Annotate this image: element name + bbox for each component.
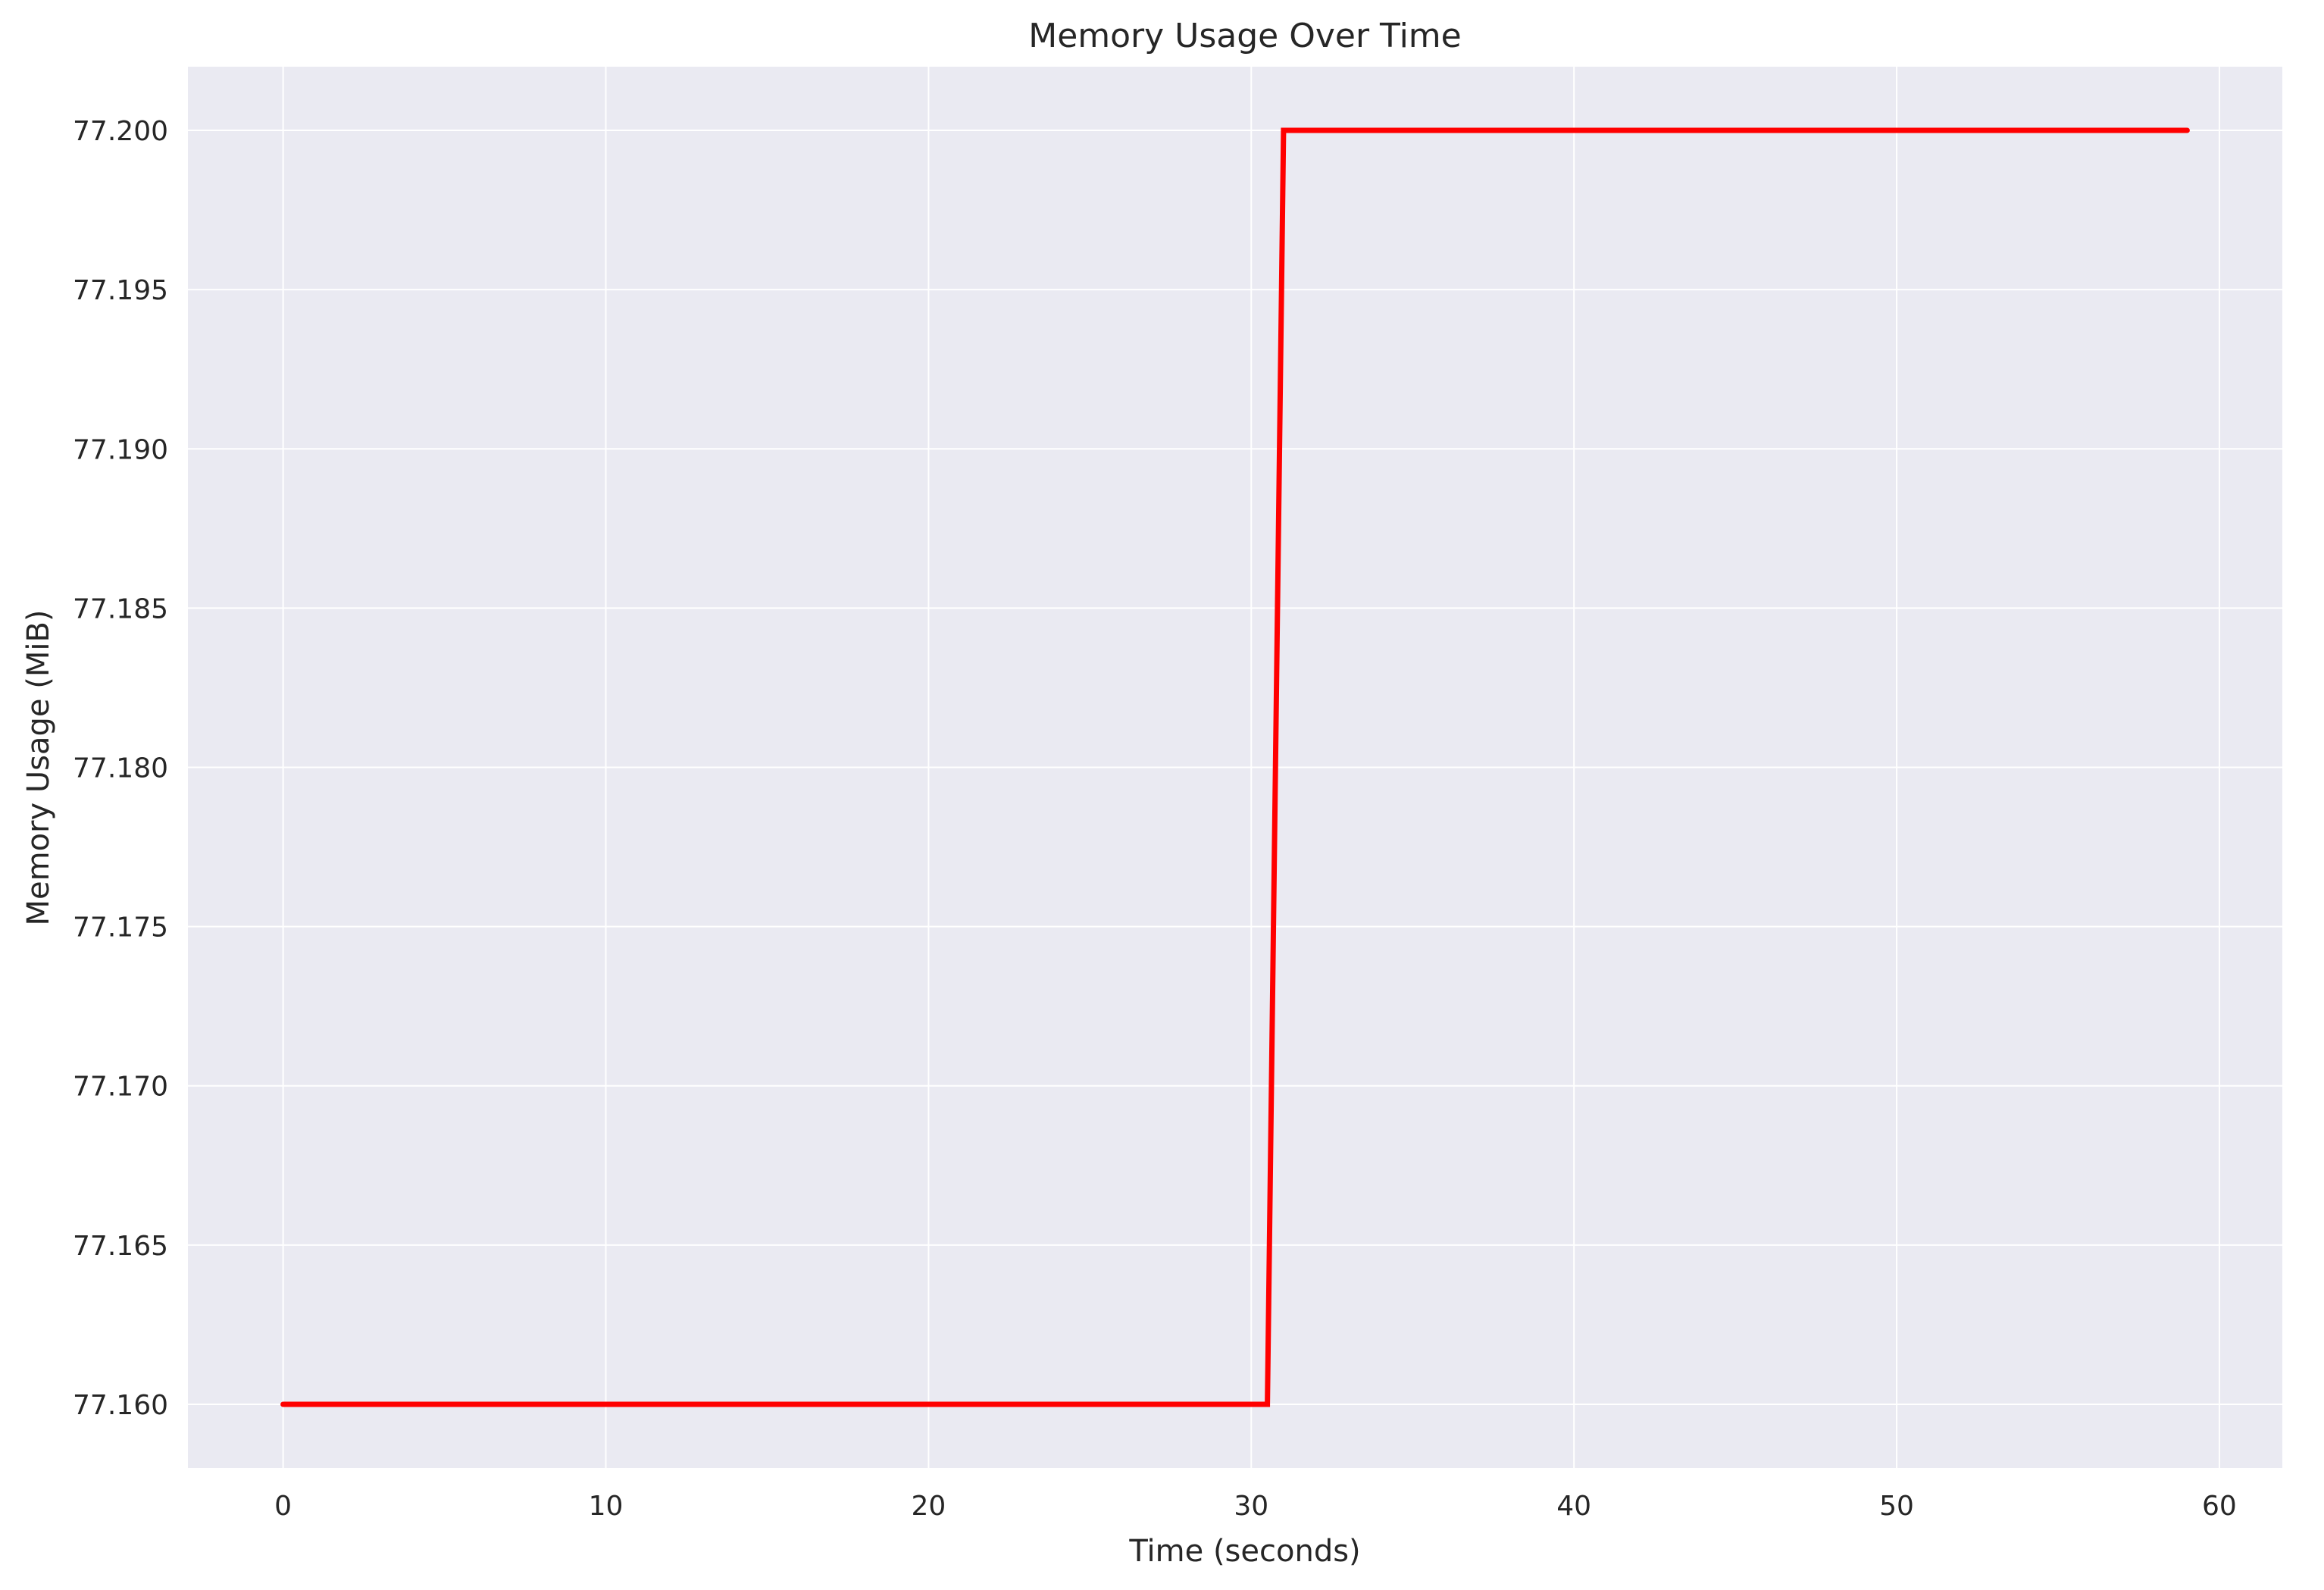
x-tick-label: 20 xyxy=(912,1491,946,1522)
x-tick-label: 50 xyxy=(1879,1491,1914,1522)
y-axis-label: Memory Usage (MiB) xyxy=(21,609,56,925)
x-tick-label: 10 xyxy=(589,1491,624,1522)
y-tick-label: 77.185 xyxy=(73,593,168,624)
series-layer xyxy=(280,127,2190,1407)
x-axis-ticks: 0 10 20 30 40 50 60 xyxy=(274,1491,2237,1522)
x-axis-label: Time (seconds) xyxy=(1128,1534,1360,1569)
y-tick-label: 77.190 xyxy=(73,434,168,465)
x-tick-label: 0 xyxy=(274,1491,292,1522)
chart-title: Memory Usage Over Time xyxy=(1028,17,1462,55)
x-tick-label: 40 xyxy=(1556,1491,1591,1522)
y-tick-label: 77.170 xyxy=(73,1072,168,1103)
y-tick-label: 77.195 xyxy=(73,275,168,306)
y-tick-label: 77.165 xyxy=(73,1231,168,1262)
y-tick-label: 77.160 xyxy=(73,1390,168,1421)
y-tick-label: 77.200 xyxy=(73,116,168,147)
y-tick-label: 77.180 xyxy=(73,753,168,784)
memory-usage-line xyxy=(280,127,2190,1407)
y-tick-label: 77.175 xyxy=(73,912,168,944)
x-tick-label: 30 xyxy=(1234,1491,1268,1522)
y-axis-ticks: 77.160 77.165 77.170 77.175 77.180 77.185 77.1… xyxy=(73,116,168,1421)
x-tick-label: 60 xyxy=(2202,1491,2237,1522)
